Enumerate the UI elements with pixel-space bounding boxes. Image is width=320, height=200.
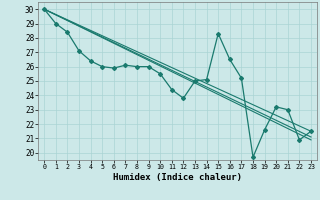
X-axis label: Humidex (Indice chaleur): Humidex (Indice chaleur) bbox=[113, 173, 242, 182]
